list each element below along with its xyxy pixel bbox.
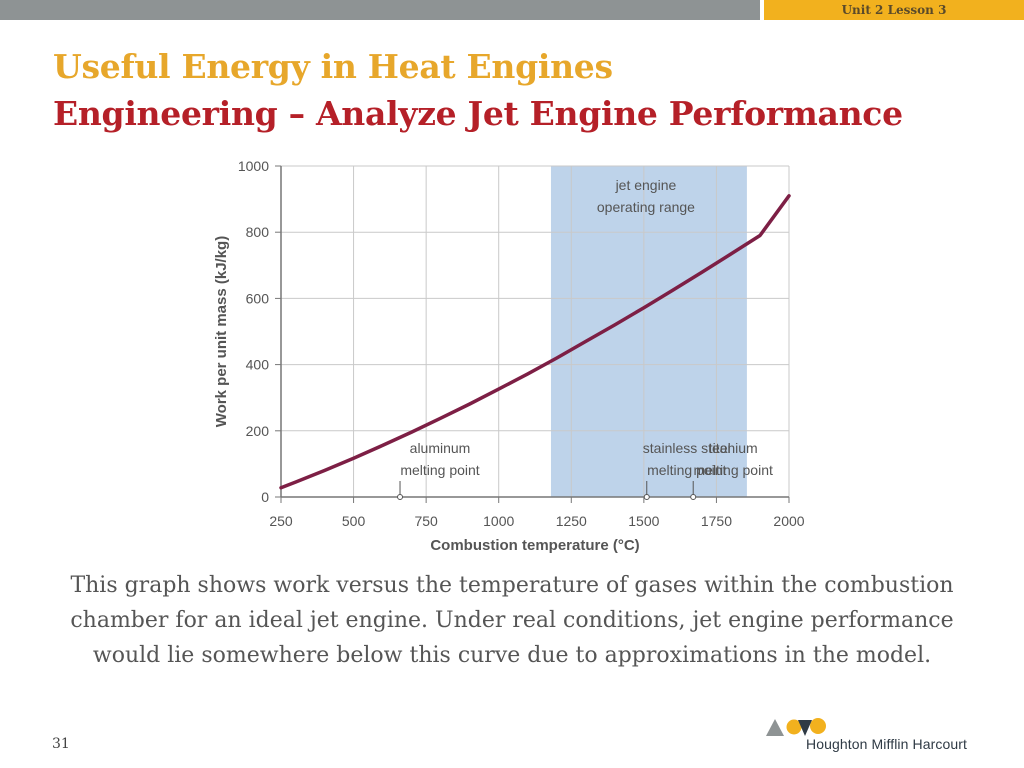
chart-caption: This graph shows work versus the tempera… (70, 573, 954, 668)
melting-point-label: titanium (709, 440, 758, 456)
melting-point-label: stainless steel (643, 440, 731, 456)
operating-range-band (550, 166, 747, 497)
lesson-tab: Unit 2 Lesson 3 (764, 0, 1024, 20)
axis-layer: 250 500 750 1000 1250 1500 1750 2000 0 200 400 600 8… (213, 158, 805, 554)
page-title: Useful Energy in Heat Engines (53, 47, 613, 86)
x-tick-label: 2000 (773, 513, 804, 529)
logo-wedge (798, 720, 812, 736)
melting-point-marker (397, 494, 404, 500)
y-tick-label: 600 (246, 290, 270, 306)
marker-layer: aluminum melting point stainless steel melt… (397, 440, 773, 500)
curve-layer (279, 194, 791, 490)
x-tick-label: 500 (342, 513, 366, 529)
operating-range-label: jet engine (615, 177, 677, 193)
work-curve (279, 194, 791, 490)
logo-triangle (766, 719, 784, 736)
y-tick-label: 1000 (238, 158, 269, 174)
x-tick-label: 1750 (701, 513, 732, 529)
x-tick-label: 1000 (483, 513, 514, 529)
publisher-name: Houghton Mifflin Harcourt (806, 736, 967, 752)
logo-dot-right (810, 718, 826, 734)
melting-point-label: melting point (647, 462, 726, 478)
y-axis-title: Work per unit mass (kJ/kg) (213, 236, 230, 427)
hmh-logo-icon (766, 718, 826, 736)
melting-point-marker (690, 494, 697, 500)
melting-point-label: aluminum (410, 440, 471, 456)
x-tick-label: 250 (269, 513, 293, 529)
y-tick-label: 800 (246, 224, 270, 240)
logo-dot (786, 719, 802, 735)
x-tick-label: 1250 (556, 513, 587, 529)
x-tick-label: 1500 (628, 513, 659, 529)
top-bar (0, 0, 760, 20)
operating-range-layer (550, 166, 747, 497)
x-axis-title: Combustion temperature (°C) (430, 537, 639, 554)
y-tick-label: 400 (246, 357, 270, 373)
label-layer: jet engine operating range (597, 177, 695, 215)
y-tick-label: 0 (261, 489, 269, 505)
melting-point-label: melting point (400, 462, 479, 478)
melting-point-marker (643, 494, 650, 500)
page-subtitle: Engineering – Analyze Jet Engine Perform… (53, 94, 903, 133)
melting-point-label: melting point (694, 462, 773, 478)
y-tick-label: 200 (246, 423, 270, 439)
grid-layer (281, 165, 790, 497)
work-vs-temperature-chart: jet engine operating range 250 500 750 1000 1… (213, 158, 805, 554)
x-tick-label: 750 (414, 513, 438, 529)
page-number: 31 (52, 736, 70, 752)
operating-range-label: operating range (597, 199, 695, 215)
